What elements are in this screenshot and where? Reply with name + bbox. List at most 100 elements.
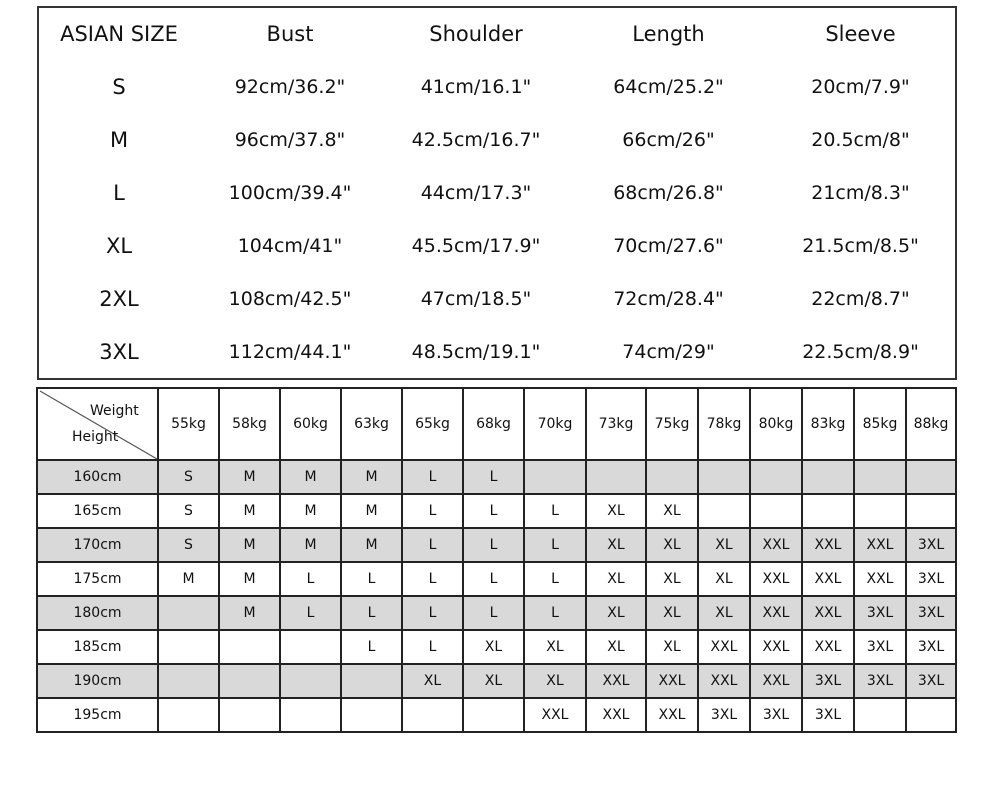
size-cell: XL — [462, 663, 525, 699]
measurement-cell: 104cm/41" — [237, 234, 343, 257]
measurement-cell: 22.5cm/8.9" — [802, 340, 919, 363]
height-label: 185cm — [36, 629, 159, 665]
size-cell: XL — [585, 595, 647, 631]
height-row: 195cm XXL XXL XXL 3XL 3XL 3XL — [36, 697, 957, 733]
size-cell: XL — [645, 527, 699, 563]
size-cell: S — [157, 527, 220, 563]
size-cell: M — [157, 561, 220, 597]
weight-header: 80kg — [749, 387, 803, 461]
size-cell: XXL — [697, 663, 751, 699]
size-cell: XXL — [801, 561, 855, 597]
size-cell: XL — [697, 527, 751, 563]
size-cell: XL — [585, 527, 647, 563]
measurement-cell: 74cm/29" — [622, 340, 715, 363]
size-cell — [401, 697, 464, 733]
size-cell: 3XL — [801, 663, 855, 699]
measurement-cell: 64cm/25.2" — [613, 76, 724, 99]
size-cell: L — [462, 527, 525, 563]
height-label: 180cm — [36, 595, 159, 631]
size-cell — [749, 459, 803, 495]
height-row: 185cm L L XL XL XL XL XXL XXL XXL 3XL 3XL — [36, 629, 957, 665]
height-row: 165cm S M M M L L L XL XL — [36, 493, 957, 529]
size-cell: L — [401, 459, 464, 495]
size-cell: M — [218, 527, 281, 563]
size-cell: XXL — [523, 697, 587, 733]
weight-header: 73kg — [585, 387, 647, 461]
size-cell — [853, 493, 907, 529]
weight-header: 65kg — [401, 387, 464, 461]
measurement-cell: 112cm/44.1" — [228, 340, 352, 363]
size-cell — [218, 697, 281, 733]
height-row: 180cm M L L L L L XL XL XL XXL XXL 3XL 3XL — [36, 595, 957, 631]
size-cell: L — [462, 459, 525, 495]
size-cell: M — [218, 459, 281, 495]
size-cell: M — [218, 561, 281, 597]
size-cell — [523, 459, 587, 495]
size-cell: XXL — [585, 697, 647, 733]
fit-chart-table: Weight Height 55kg 58kg 60kg 63kg 65kg 68kg 70kg… — [36, 387, 957, 733]
size-cell: 3XL — [697, 697, 751, 733]
size-cell: L — [401, 561, 464, 597]
size-cell — [340, 697, 403, 733]
size-cell: 3XL — [905, 561, 957, 597]
column-header: ASIAN SIZE — [60, 22, 178, 47]
size-cell: XL — [697, 595, 751, 631]
measurement-row: M 96cm/37.8" 42.5cm/16.7" 66cm/26" 20.5cm/8" — [39, 114, 955, 167]
size-label: 3XL — [99, 339, 139, 364]
size-cell: M — [340, 527, 403, 563]
size-cell — [749, 493, 803, 529]
column-header: Shoulder — [429, 22, 523, 47]
size-cell — [157, 595, 220, 631]
size-cell: XXL — [585, 663, 647, 699]
size-cell: XL — [645, 561, 699, 597]
size-cell: L — [523, 493, 587, 529]
measurement-cell: 41cm/16.1" — [420, 76, 532, 99]
size-cell — [801, 493, 855, 529]
size-cell: L — [462, 493, 525, 529]
size-label: S — [112, 75, 126, 100]
measurement-cell: 68cm/26.8" — [613, 181, 724, 204]
size-cell — [697, 493, 751, 529]
size-cell: 3XL — [853, 629, 907, 665]
measurement-cell: 100cm/39.4" — [228, 181, 352, 204]
height-label: 175cm — [36, 561, 159, 597]
measurement-row: 3XL 112cm/44.1" 48.5cm/19.1" 74cm/29" 22.5cm… — [39, 325, 955, 378]
measurement-cell: 22cm/8.7" — [811, 287, 910, 310]
height-row: 175cm M M L L L L L XL XL XL XXL XXL XXL 3XL — [36, 561, 957, 597]
size-cell: 3XL — [905, 595, 957, 631]
size-cell: L — [279, 561, 342, 597]
measurement-cell: 92cm/36.2" — [234, 76, 346, 99]
size-cell: 3XL — [905, 663, 957, 699]
size-cell: XXL — [645, 697, 699, 733]
size-cell: L — [401, 595, 464, 631]
weight-header: 55kg — [157, 387, 220, 461]
height-label: 190cm — [36, 663, 159, 699]
column-header: Bust — [266, 22, 314, 47]
weight-header: 88kg — [905, 387, 957, 461]
size-cell: L — [401, 527, 464, 563]
size-cell — [279, 629, 342, 665]
measurement-cell: 42.5cm/16.7" — [411, 129, 541, 152]
height-row: 160cm S M M M L L — [36, 459, 957, 495]
size-cell — [853, 697, 907, 733]
size-cell: 3XL — [853, 595, 907, 631]
size-cell: XL — [697, 561, 751, 597]
size-cell: XL — [645, 629, 699, 665]
height-label: 160cm — [36, 459, 159, 495]
size-cell: M — [340, 459, 403, 495]
measurement-cell: 44cm/17.3" — [420, 181, 532, 204]
weight-header: 70kg — [523, 387, 587, 461]
measurement-row: XL 104cm/41" 45.5cm/17.9" 70cm/27.6" 21.5cm/… — [39, 219, 955, 272]
size-cell: S — [157, 493, 220, 529]
size-cell — [697, 459, 751, 495]
size-cell — [645, 459, 699, 495]
size-cell: L — [401, 629, 464, 665]
size-cell — [905, 459, 957, 495]
measurement-row: S 92cm/36.2" 41cm/16.1" 64cm/25.2" 20cm/7.9" — [39, 61, 955, 114]
size-cell: XL — [401, 663, 464, 699]
measurement-cell: 21cm/8.3" — [811, 181, 910, 204]
size-cell: L — [401, 493, 464, 529]
size-cell: XL — [585, 629, 647, 665]
height-label: 170cm — [36, 527, 159, 563]
size-cell: XXL — [853, 561, 907, 597]
